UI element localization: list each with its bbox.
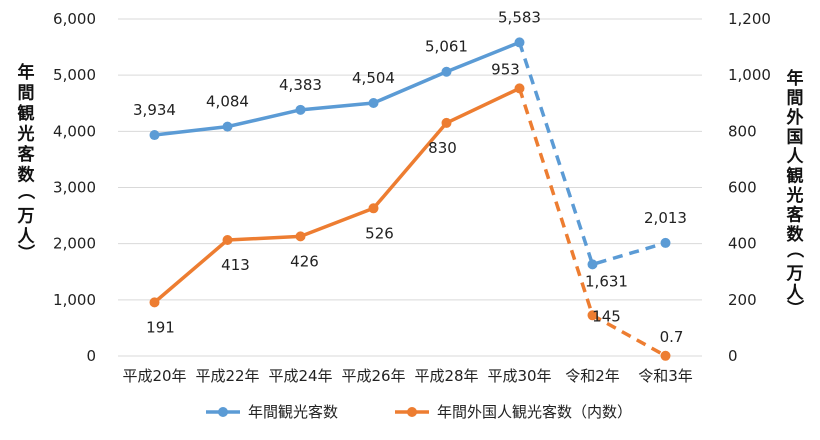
axis-title-char: 年 [787, 68, 804, 89]
left-tick-label: 1,000 [53, 291, 96, 309]
legend-label: 年間外国人観光客数（内数） [437, 403, 632, 421]
x-tick-label: 平成26年 [341, 367, 405, 385]
axis-title-char: 客 [786, 205, 805, 226]
data-label: 4,383 [279, 76, 322, 94]
series-line-solid [154, 40, 521, 137]
data-label: 2,013 [644, 209, 687, 227]
axis-title-char: 数 [18, 165, 36, 186]
data-label: 4,504 [352, 69, 395, 87]
data-label: 191 [146, 318, 175, 336]
right-tick-label: 1,000 [728, 66, 771, 84]
left-axis-title: 年間観光客数（ 万人） [15, 62, 36, 261]
left-tick-label: 5,000 [53, 66, 96, 84]
axis-title-char: 間 [787, 89, 804, 109]
data-label: 830 [428, 139, 457, 157]
data-point [441, 66, 452, 77]
x-axis-ticks: 平成20年 平成22年 平成24年 平成26年 平成28年 平成30年 令和2年 令和3年 [122, 367, 692, 385]
axis-title-char: 光 [17, 124, 35, 145]
axis-title-char: ） [784, 300, 805, 317]
left-tick-label: 2,000 [53, 235, 96, 253]
axis-title-char: 人 [787, 147, 805, 167]
right-tick-label: 800 [728, 122, 757, 140]
x-tick-label: 平成20年 [122, 367, 186, 385]
x-tick-label: 平成22年 [195, 367, 259, 385]
legend-marker [407, 407, 417, 417]
left-tick-label: 3,000 [53, 179, 96, 197]
right-axis-title: 年間外国人観光客数（万人） [784, 68, 805, 317]
data-point [660, 237, 671, 248]
data-point [660, 350, 671, 361]
series-line-dashed [517, 41, 666, 267]
axis-title-char: 観 [18, 103, 35, 124]
x-tick-label: 令和2年 [565, 367, 620, 385]
left-tick-label: 6,000 [53, 10, 96, 28]
data-label: 413 [221, 256, 250, 274]
x-tick-label: 平成24年 [268, 367, 332, 385]
right-tick-label: 1,200 [728, 10, 771, 28]
data-point [222, 235, 233, 246]
data-point [295, 104, 306, 115]
axis-title-char: （ [15, 183, 36, 200]
data-point [149, 297, 160, 308]
axis-title-char: ） [15, 244, 36, 261]
data-labels: 3,934 4,084 4,383 4,504 5,061 5,583 1,631 2,013… [133, 8, 687, 345]
data-point [514, 37, 525, 48]
data-label: 145 [592, 307, 621, 325]
series-line-solid [153, 86, 521, 304]
axis-title-char: 間 [18, 84, 35, 104]
legend-label: 年間観光客数 [248, 403, 338, 421]
right-tick-label: 200 [728, 291, 757, 309]
data-label: 3,934 [133, 101, 176, 119]
axis-title-char: 数 [787, 224, 805, 245]
axis-title-char: （ [784, 241, 805, 258]
x-tick-label: 令和3年 [638, 367, 693, 385]
series-lines [149, 37, 671, 361]
data-label: 526 [365, 224, 394, 242]
data-label: 0.7 [660, 328, 684, 346]
axis-title-char: 外 [787, 107, 804, 128]
right-tick-label: 400 [728, 235, 757, 253]
gridlines [118, 18, 702, 357]
data-point [441, 117, 452, 128]
x-tick-label: 平成30年 [487, 367, 551, 385]
data-point [368, 98, 379, 109]
axis-title-char: 光 [786, 185, 804, 206]
data-point [587, 310, 598, 321]
data-point [587, 259, 598, 270]
data-label: 4,084 [206, 93, 249, 111]
axis-title-char: 人 [18, 227, 36, 247]
legend-marker [218, 407, 228, 417]
data-label: 5,061 [425, 38, 468, 56]
data-point [295, 231, 306, 242]
left-tick-label: 4,000 [53, 122, 96, 140]
data-point [514, 83, 525, 94]
data-label: 953 [491, 60, 520, 78]
data-label: 426 [290, 252, 319, 270]
legend: 年間観光客数 年間外国人観光客数（内数） [206, 403, 632, 421]
left-tick-label: 0 [86, 347, 96, 365]
x-tick-label: 平成28年 [414, 367, 478, 385]
axis-title-char: 人 [787, 284, 805, 304]
right-tick-label: 0 [728, 347, 738, 365]
data-label: 1,631 [585, 272, 628, 290]
axis-title-char: 万 [786, 264, 804, 284]
data-point [222, 121, 233, 132]
axis-title-char: 年 [18, 62, 35, 83]
data-point [368, 203, 379, 214]
left-axis-ticks: 0 1,000 2,000 3,000 4,000 5,000 6,000 [53, 10, 96, 365]
axis-title-char: 観 [787, 166, 804, 187]
right-axis-ticks: 0 200 400 600 800 1,000 1,200 [728, 10, 771, 365]
axis-title-char: 国 [787, 128, 804, 148]
axis-title-char: 客 [17, 144, 36, 165]
axis-title-char: 万 [17, 207, 35, 227]
data-label: 5,583 [498, 8, 541, 26]
data-point [149, 130, 160, 141]
right-tick-label: 600 [728, 179, 757, 197]
